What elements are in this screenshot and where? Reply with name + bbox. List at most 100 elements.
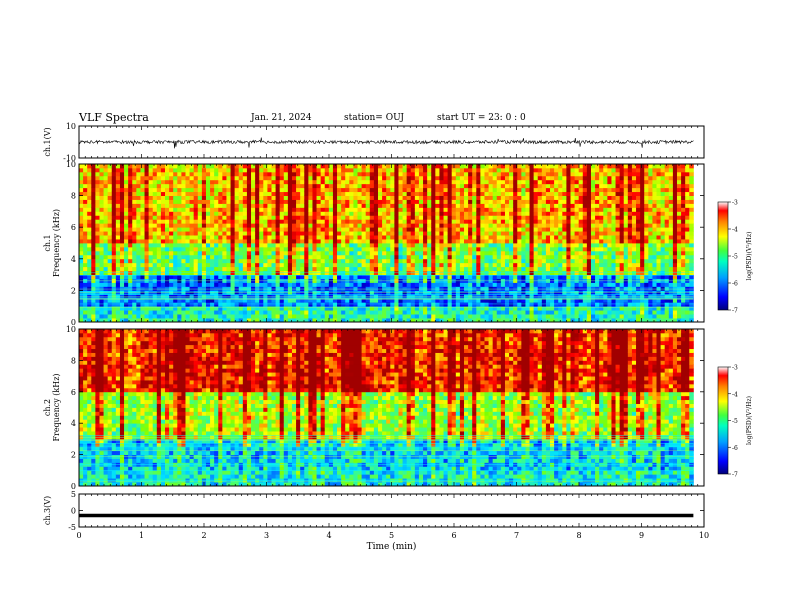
spectrogram-cell (312, 223, 317, 228)
spectrogram-cell (115, 294, 121, 299)
spectrogram-cell (169, 274, 174, 279)
spectrogram-cell (279, 243, 285, 248)
spectrogram-cell (394, 179, 399, 185)
spectrogram-cell (324, 203, 330, 208)
spectrogram-cell (345, 302, 350, 307)
spectrogram-cell (83, 164, 88, 169)
spectrogram-cell (500, 266, 506, 272)
spectrogram-cell (271, 254, 276, 260)
spectrogram-cell (316, 223, 322, 228)
spectrogram-cell (119, 239, 125, 244)
spectrogram-cell (283, 266, 289, 272)
spectrogram-cell (132, 306, 137, 311)
spectrogram-cell (562, 254, 567, 260)
spectrogram-cell (378, 179, 383, 185)
spectrogram-cell (570, 207, 575, 212)
spectrogram-cell (193, 231, 199, 236)
spectrogram-cell (115, 239, 121, 244)
spectrogram-cell (263, 286, 268, 291)
spectrogram-cell (586, 199, 592, 204)
spectrogram-cell (238, 262, 244, 268)
spectrogram-cell (218, 282, 223, 287)
spectrogram-cell (136, 262, 141, 268)
spectrogram-cell (480, 286, 485, 291)
spectrogram-cell (251, 215, 256, 220)
spectrogram-cell (173, 167, 178, 173)
spectrogram-cell (201, 179, 207, 185)
spectrogram-cell (562, 270, 567, 275)
spectrogram-cell (410, 246, 416, 252)
spectrogram-cell (218, 266, 223, 272)
spectrogram-cell (267, 250, 272, 256)
spectrogram-cell (570, 270, 575, 275)
spectrogram-cell (472, 258, 477, 264)
spectrogram-cell (144, 254, 150, 260)
spectrogram-cell (468, 318, 473, 323)
spectrogram-cell (427, 274, 432, 279)
spectrogram-cell (431, 314, 436, 319)
spectrogram-cell (193, 191, 199, 196)
spectrogram-cell (152, 266, 158, 272)
spectrogram-cell (521, 235, 526, 240)
spectrogram-cell (99, 302, 104, 307)
spectrogram-cell (152, 183, 158, 189)
spectrogram-cell (410, 219, 416, 224)
spectrogram-cell (136, 235, 141, 240)
spectrogram-cell (91, 318, 96, 323)
spectrogram-cell (218, 219, 223, 224)
spectrogram-cell (509, 179, 514, 185)
spectrogram-cell (115, 231, 121, 236)
spectrogram-cell (173, 258, 178, 264)
spectrogram-cell (246, 298, 252, 303)
spectrogram-cell (124, 254, 129, 260)
spectrogram-cell (349, 183, 354, 189)
spectrogram-cell (124, 318, 129, 323)
spectrogram-cell (586, 274, 592, 279)
spectrogram-cell (218, 286, 223, 291)
spectrogram-cell (296, 298, 301, 303)
spectrogram-cell (185, 294, 190, 299)
spectrogram-cell (369, 215, 375, 220)
spectrogram-cell (423, 258, 428, 264)
spectrogram-cell (378, 211, 383, 216)
spectrogram-cell (251, 227, 256, 232)
spectrogram-cell (132, 282, 137, 287)
spectrogram-cell (365, 195, 371, 200)
spectrogram-cell (521, 282, 526, 287)
spectrogram-cell (201, 199, 207, 204)
spectrogram-cell (345, 183, 350, 189)
spectrogram-cell (316, 211, 322, 216)
spectrogram-cell (423, 239, 428, 244)
spectrogram-cell (439, 306, 444, 311)
spectrogram-cell (136, 227, 141, 232)
spectrogram-cell (488, 171, 494, 177)
spectrogram-cell (378, 254, 383, 260)
spectrogram-cell (87, 254, 92, 260)
spectrogram-cell (398, 318, 403, 323)
spectrogram-cell (341, 302, 346, 307)
spectrogram-cell (418, 250, 424, 256)
spectrogram-cell (259, 298, 264, 303)
spectrogram-cell (369, 175, 375, 181)
spectrogram-cell (222, 246, 227, 252)
spectrogram-cell (291, 274, 297, 279)
spectrogram-cell (357, 223, 363, 228)
spectrogram-cell (111, 164, 117, 169)
spectrogram-cell (115, 183, 121, 189)
spectrogram-cell (271, 195, 276, 200)
spectrogram-cell (382, 175, 387, 181)
spectrogram-cell (324, 310, 330, 315)
spectrogram-cell (308, 183, 313, 189)
spectrogram-cell (193, 207, 199, 212)
spectrogram-cell (513, 310, 518, 315)
spectrogram-cell (128, 314, 133, 319)
spectrogram-cell (255, 164, 260, 169)
spectrogram-cell (140, 239, 145, 244)
spectrogram-cell (439, 243, 444, 248)
spectrogram-cell (222, 183, 227, 189)
spectrogram-cell (300, 215, 305, 220)
spectrogram-cell (119, 282, 125, 287)
spectrogram-cell (525, 270, 530, 275)
spectrogram-cell (214, 235, 219, 240)
spectrogram-cell (246, 203, 252, 208)
